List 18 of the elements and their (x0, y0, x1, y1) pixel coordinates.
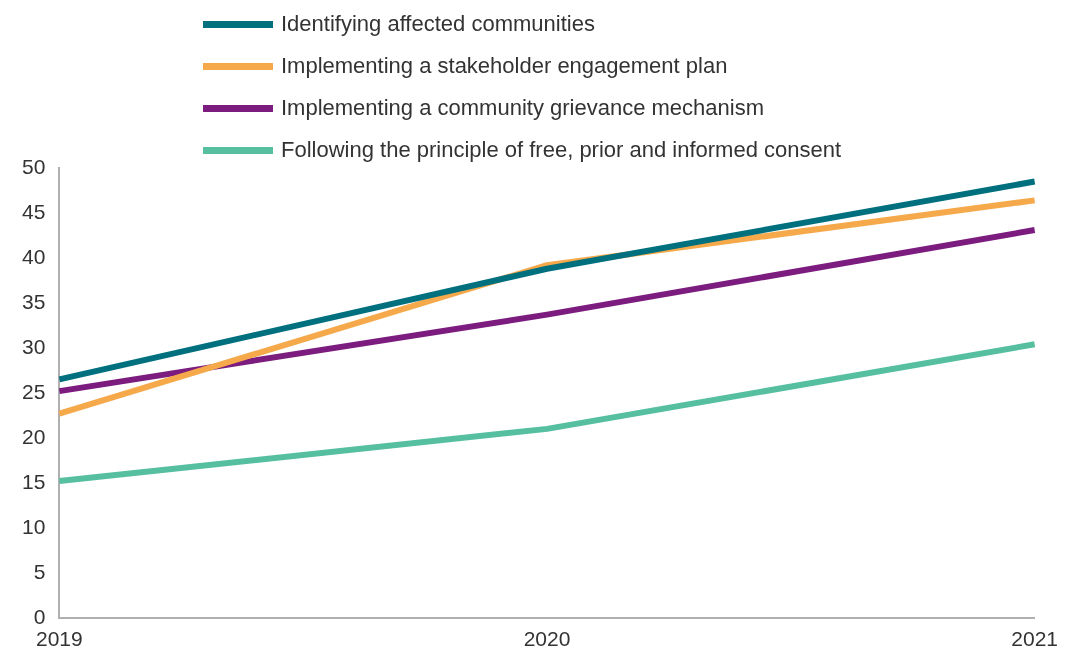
y-tick-label: 20 (22, 424, 46, 448)
x-tick-label: 2019 (36, 627, 83, 651)
y-tick-label: 15 (22, 469, 46, 493)
legend-label: Implementing a community grievance mechanism (281, 95, 764, 121)
y-tick-label: 0 (33, 604, 46, 628)
y-tick-label: 35 (22, 289, 46, 313)
y-tick-label: 25 (22, 379, 46, 403)
legend-label: Implementing a stakeholder engagement plan (281, 53, 728, 79)
x-tick-label: 2021 (1011, 627, 1058, 651)
y-tick-label: 45 (22, 199, 46, 223)
x-tick-label: 2020 (523, 627, 571, 651)
y-tick-label: 5 (33, 559, 46, 583)
y-tick-label: 40 (22, 244, 46, 268)
legend-label: Following the principle of free, prior and informed consent (281, 137, 842, 163)
y-tick-label: 30 (22, 334, 46, 358)
legend-label: Identifying affected communities (281, 11, 595, 37)
y-tick-label: 50 (22, 154, 46, 178)
y-tick-label: 10 (22, 514, 46, 538)
